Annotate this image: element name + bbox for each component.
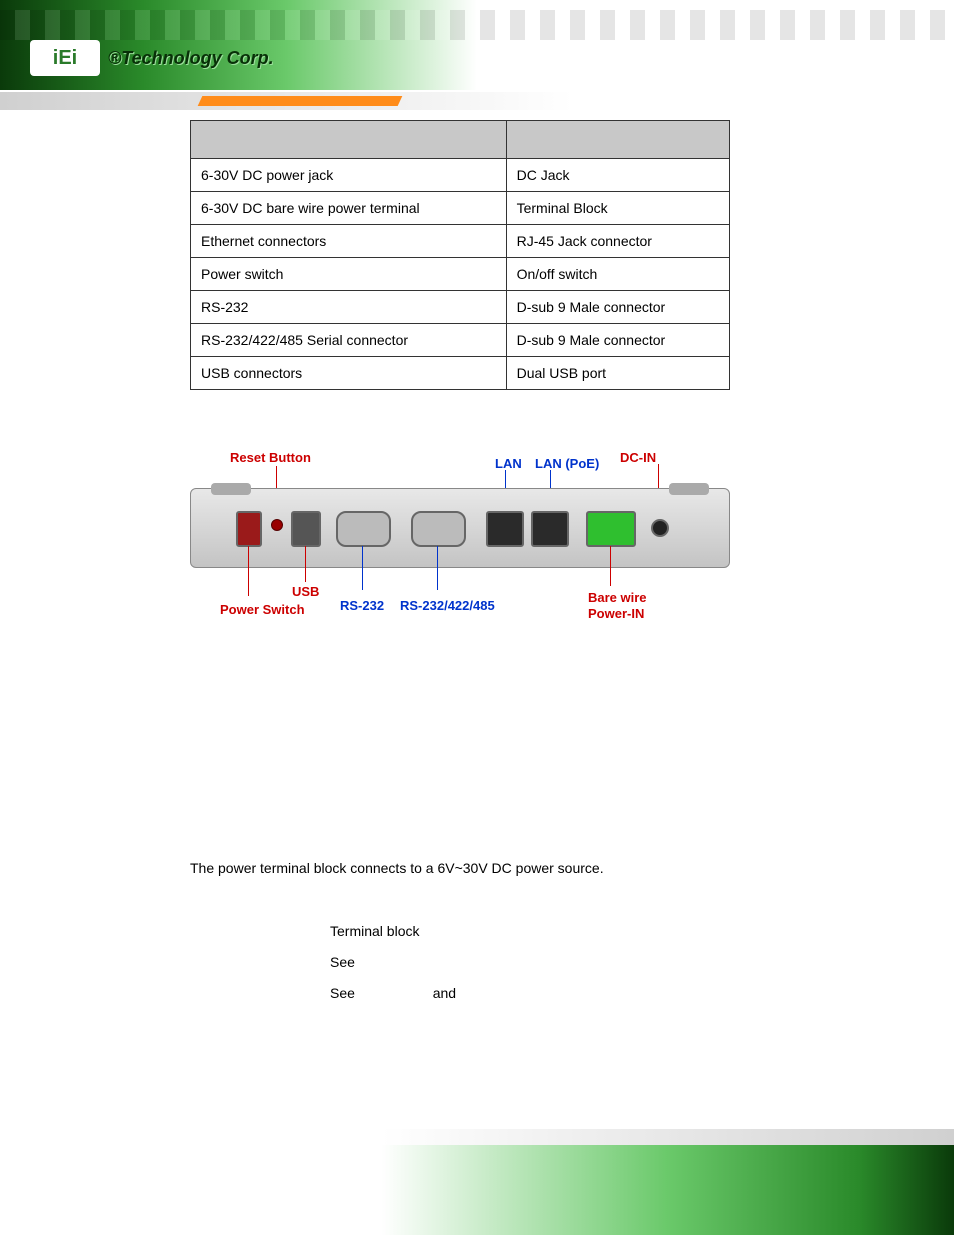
label-barewire1: Bare wire — [588, 590, 647, 605]
top-stripes — [0, 92, 954, 110]
cell-name: USB connectors — [191, 357, 507, 390]
cell-name: Ethernet connectors — [191, 225, 507, 258]
table-row: Power switchOn/off switch — [191, 258, 730, 291]
leader-line — [305, 546, 306, 582]
connector-diagram: Reset Button LAN LAN (PoE) DC-IN USB Pow… — [190, 450, 730, 640]
label-lanpoe: LAN (PoE) — [535, 456, 599, 471]
cell-type: D-sub 9 Male connector — [506, 291, 729, 324]
info-line3b: and — [433, 985, 456, 1001]
info-line2: See — [330, 947, 764, 978]
label-rs232422485: RS-232/422/485 — [400, 598, 495, 613]
port-dc-jack — [651, 519, 669, 537]
cell-type: D-sub 9 Male connector — [506, 324, 729, 357]
power-description: The power terminal block connects to a 6… — [190, 860, 764, 876]
cell-type: DC Jack — [506, 159, 729, 192]
table-row: RS-232D-sub 9 Male connector — [191, 291, 730, 324]
cell-name: 6-30V DC bare wire power terminal — [191, 192, 507, 225]
port-power-switch — [236, 511, 262, 547]
table-row: USB connectorsDual USB port — [191, 357, 730, 390]
table-row: Ethernet connectorsRJ-45 Jack connector — [191, 225, 730, 258]
port-lan — [486, 511, 524, 547]
info-block: Terminal block See See and — [330, 916, 764, 1008]
label-power-switch: Power Switch — [220, 602, 305, 617]
device-panel — [190, 488, 730, 568]
cell-name: 6-30V DC power jack — [191, 159, 507, 192]
label-usb: USB — [292, 584, 319, 599]
port-rs232-422-485 — [411, 511, 466, 547]
leader-line — [248, 546, 249, 596]
info-line3a: See — [330, 985, 355, 1001]
page-content: 6-30V DC power jackDC Jack 6-30V DC bare… — [0, 90, 954, 1008]
cell-type: Terminal Block — [506, 192, 729, 225]
leader-line — [610, 546, 611, 586]
bottom-banner — [0, 1145, 954, 1235]
leader-line — [362, 546, 363, 590]
cell-name: Power switch — [191, 258, 507, 291]
cell-type: Dual USB port — [506, 357, 729, 390]
table-header-blank2 — [506, 121, 729, 159]
label-lan: LAN — [495, 456, 522, 471]
label-reset: Reset Button — [230, 450, 311, 465]
table-row: RS-232/422/485 Serial connectorD-sub 9 M… — [191, 324, 730, 357]
port-terminal-block — [586, 511, 636, 547]
info-line1: Terminal block — [330, 916, 764, 947]
label-barewire2: Power-IN — [588, 606, 644, 621]
port-lan-poe — [531, 511, 569, 547]
label-dcin: DC-IN — [620, 450, 656, 465]
label-rs232: RS-232 — [340, 598, 384, 613]
info-line3: See and — [330, 978, 764, 1009]
logo-badge: iEi — [30, 40, 100, 76]
cell-name: RS-232/422/485 Serial connector — [191, 324, 507, 357]
leader-line — [437, 546, 438, 590]
table-row: 6-30V DC power jackDC Jack — [191, 159, 730, 192]
cell-type: RJ-45 Jack connector — [506, 225, 729, 258]
logo: iEi ®Technology Corp. — [30, 40, 274, 76]
table-row: 6-30V DC bare wire power terminalTermina… — [191, 192, 730, 225]
port-usb — [291, 511, 321, 547]
table-header-blank1 — [191, 121, 507, 159]
cell-name: RS-232 — [191, 291, 507, 324]
cell-type: On/off switch — [506, 258, 729, 291]
port-reset — [271, 519, 283, 531]
logo-tagline: ®Technology Corp. — [108, 48, 274, 69]
top-banner: iEi ®Technology Corp. — [0, 0, 954, 90]
bottom-stripes — [0, 1129, 954, 1145]
port-rs232 — [336, 511, 391, 547]
connector-table: 6-30V DC power jackDC Jack 6-30V DC bare… — [190, 120, 730, 390]
